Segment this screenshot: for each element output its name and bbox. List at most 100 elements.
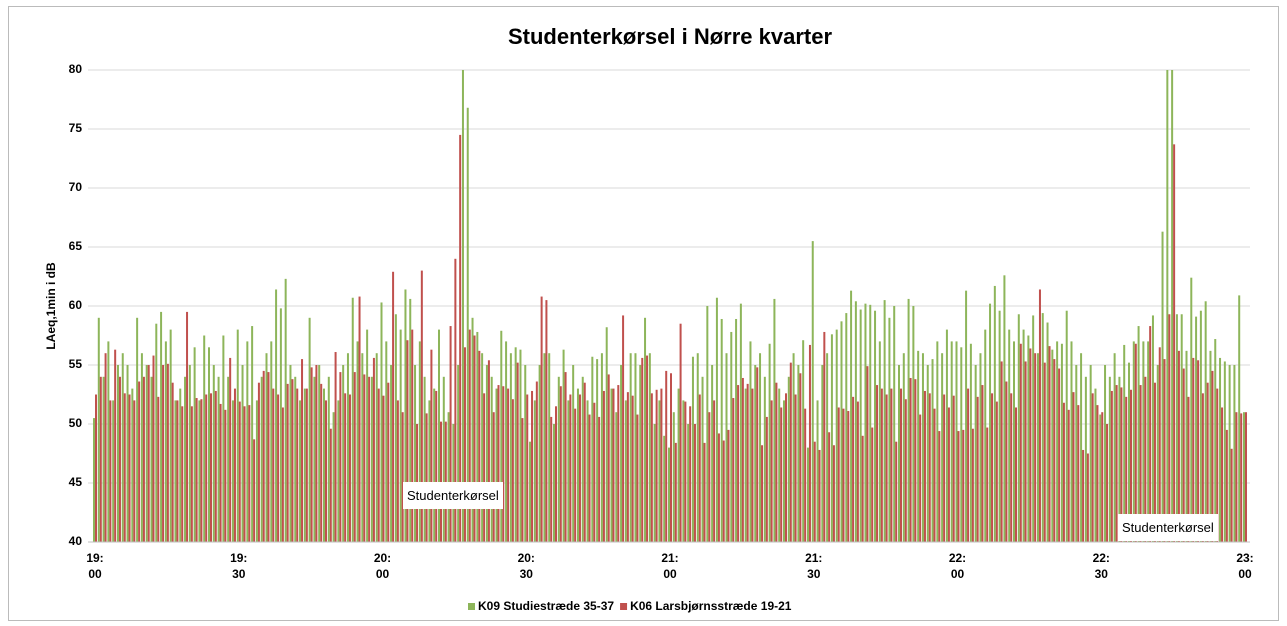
- bar: [461, 70, 464, 542]
- bar: [631, 395, 634, 542]
- bar: [646, 355, 649, 542]
- bar: [1201, 393, 1204, 542]
- bar: [459, 134, 462, 542]
- bar: [847, 411, 850, 542]
- bar: [145, 365, 148, 542]
- bar: [1149, 326, 1152, 542]
- bar: [358, 296, 361, 542]
- bar: [852, 396, 855, 542]
- bar: [722, 440, 725, 542]
- bar: [1053, 359, 1056, 542]
- bar: [157, 396, 160, 542]
- bar: [1056, 341, 1059, 542]
- bar: [363, 374, 366, 542]
- bar: [581, 376, 584, 542]
- bar: [164, 341, 167, 542]
- bar: [854, 301, 857, 542]
- bar: [773, 298, 776, 542]
- legend-label: K09 Studiestræde 35-37: [478, 599, 614, 613]
- bar: [248, 405, 251, 542]
- x-tick-label: 21: 30: [805, 551, 823, 581]
- bar: [660, 388, 663, 542]
- bar: [1120, 387, 1123, 542]
- bar: [1058, 368, 1061, 542]
- bar: [928, 393, 931, 542]
- bar: [107, 341, 110, 542]
- bar: [418, 341, 421, 542]
- bar: [267, 372, 270, 542]
- bar: [497, 385, 500, 542]
- y-tick-label: 75: [69, 121, 83, 135]
- bar: [320, 383, 323, 542]
- bar: [1099, 414, 1102, 542]
- bar: [1243, 412, 1245, 542]
- bar: [658, 400, 661, 542]
- bar: [118, 376, 121, 542]
- bar: [555, 406, 557, 542]
- bar: [387, 382, 390, 542]
- bar: [423, 376, 426, 542]
- bar: [454, 258, 457, 542]
- bar: [993, 285, 996, 542]
- bar: [1228, 365, 1231, 542]
- bar: [600, 353, 603, 542]
- bar: [323, 388, 325, 542]
- bar: [1024, 361, 1027, 542]
- x-tick-label: 20: 00: [373, 551, 392, 581]
- bar: [979, 353, 982, 542]
- bar: [943, 394, 946, 542]
- bar: [971, 428, 974, 542]
- bar: [1158, 347, 1161, 542]
- bar: [457, 365, 460, 542]
- bar: [586, 400, 589, 542]
- bar: [1110, 390, 1113, 542]
- bar: [641, 357, 644, 542]
- bar: [1185, 350, 1188, 542]
- bar: [303, 388, 306, 542]
- bar: [152, 355, 155, 542]
- bar: [610, 388, 613, 542]
- y-tick-label: 50: [69, 416, 83, 430]
- bar: [598, 416, 601, 542]
- bar: [509, 353, 512, 542]
- bar: [763, 376, 766, 542]
- bar: [962, 429, 965, 542]
- bar: [765, 416, 768, 542]
- bar: [615, 412, 618, 542]
- bar: [768, 343, 771, 542]
- bar: [626, 392, 629, 542]
- bar: [969, 343, 972, 542]
- bar: [1051, 349, 1054, 542]
- bar: [531, 390, 534, 542]
- bar: [414, 365, 417, 542]
- bar: [856, 401, 859, 542]
- bar: [945, 329, 948, 542]
- bar: [229, 357, 232, 542]
- bar: [967, 388, 970, 542]
- chart-title: Studenterkørsel i Nørre kvarter: [508, 24, 832, 49]
- bar: [1235, 412, 1238, 542]
- bar: [749, 341, 752, 542]
- bar: [219, 403, 222, 542]
- x-tick-label: 19: 00: [86, 551, 104, 581]
- bar: [670, 373, 672, 542]
- y-tick-label: 55: [69, 357, 83, 371]
- bar: [246, 341, 249, 542]
- bar: [440, 421, 442, 542]
- bar: [900, 388, 902, 542]
- bar: [874, 310, 877, 542]
- bar: [485, 365, 488, 542]
- bar: [732, 398, 735, 542]
- bar: [351, 297, 354, 542]
- bar: [1034, 353, 1037, 542]
- bar: [265, 353, 268, 542]
- bar: [483, 393, 486, 542]
- bar: [208, 347, 210, 542]
- bar: [270, 341, 273, 542]
- x-tick-label: 22: 30: [1092, 551, 1110, 581]
- bar: [344, 393, 347, 542]
- bar: [665, 370, 668, 542]
- bar: [227, 376, 230, 542]
- bar: [759, 353, 762, 542]
- bar: [112, 400, 115, 542]
